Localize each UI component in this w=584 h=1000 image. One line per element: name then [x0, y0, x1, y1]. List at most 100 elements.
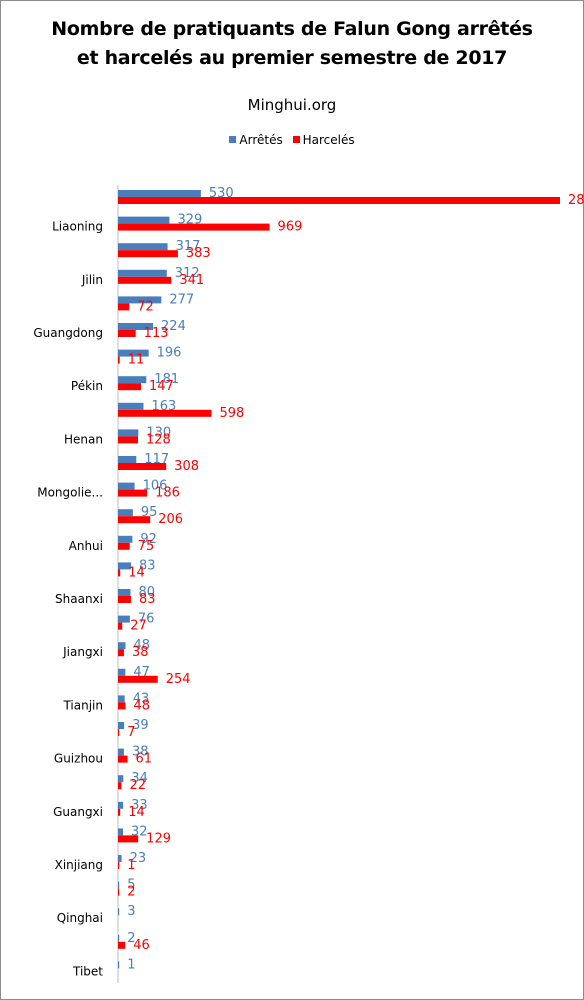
data-label-harceles: 83	[139, 592, 156, 607]
bar-harceles	[118, 489, 148, 497]
bar-harceles	[118, 622, 123, 630]
data-label-arretes: 224	[161, 319, 186, 334]
bar-harceles	[118, 596, 131, 603]
data-label-harceles: 186	[155, 486, 180, 501]
data-label-arretes: 38	[132, 745, 149, 760]
data-label-arretes: 277	[169, 292, 194, 307]
bar-harceles	[118, 542, 130, 550]
category-label: Guizhou	[54, 752, 103, 766]
data-label-harceles: 308	[174, 459, 199, 474]
legend-label-arretes: Arrêtés	[239, 132, 283, 147]
data-label-harceles: 147	[149, 379, 174, 394]
data-label-harceles: 61	[136, 752, 153, 767]
bar-arretes	[118, 482, 135, 490]
bar-arretes	[118, 562, 131, 570]
bar-harceles	[118, 516, 151, 524]
bar-arretes	[118, 722, 125, 729]
bar-arretes	[118, 881, 120, 889]
bar-harceles	[118, 330, 136, 337]
data-label-arretes: 92	[140, 532, 157, 547]
category-label: Tibet	[72, 964, 103, 978]
legend-item-harceles: Harcelés	[292, 133, 355, 147]
data-label-arretes: 76	[138, 612, 155, 627]
data-label-harceles: 206	[158, 512, 183, 527]
data-label-arretes: 39	[132, 718, 149, 733]
data-label-harceles: 38	[132, 645, 149, 660]
bar-harceles	[118, 782, 122, 790]
chart-subtitle: Minghui.org	[247, 96, 337, 114]
data-label-harceles: 2	[127, 885, 135, 900]
data-label-arretes: 181	[154, 372, 179, 387]
category-label: Jiangxi	[62, 645, 103, 659]
data-label-harceles: 383	[186, 246, 211, 261]
data-label-arretes: 43	[133, 691, 150, 706]
data-label-harceles: 75	[138, 539, 155, 554]
category-label: Mongolie...	[37, 486, 103, 500]
bar-arretes	[118, 908, 120, 916]
bar-arretes	[118, 828, 124, 836]
data-label-harceles: 1	[127, 858, 135, 873]
bar-harceles	[118, 383, 141, 391]
bar-arretes	[118, 695, 125, 703]
data-label-arretes: 106	[143, 479, 168, 494]
legend-swatch-arretes	[229, 136, 237, 143]
bar-arretes	[118, 535, 133, 543]
data-label-harceles: 129	[146, 831, 171, 846]
data-label-harceles: 254	[166, 672, 191, 687]
category-label: Xinjiang	[55, 858, 103, 872]
bar-harceles	[118, 649, 124, 657]
bar-arretes	[118, 190, 201, 197]
bar-harceles	[118, 835, 139, 843]
bar-harceles	[118, 808, 121, 816]
data-label-harceles: 341	[179, 273, 204, 288]
data-label-arretes: 23	[130, 851, 147, 866]
bar-arretes	[118, 589, 131, 596]
bar-arretes	[118, 323, 154, 330]
bar-arretes	[118, 349, 149, 357]
data-label-harceles: 14	[128, 805, 145, 820]
data-label-arretes: 2	[127, 931, 135, 946]
category-label: Guangdong	[33, 326, 103, 340]
bar-arretes	[118, 456, 137, 463]
data-label-harceles: 598	[220, 406, 245, 421]
bar-harceles	[118, 436, 139, 444]
bar-harceles	[118, 702, 126, 710]
data-label-harceles: 14	[128, 565, 145, 580]
bar-arretes	[118, 509, 133, 517]
bar-arretes	[118, 376, 147, 384]
data-label-harceles: 11	[128, 353, 145, 368]
bar-arretes	[118, 961, 120, 969]
bar-arretes	[118, 296, 162, 304]
data-label-arretes: 83	[139, 558, 156, 573]
data-label-arretes: 312	[175, 266, 200, 281]
data-label-harceles: 969	[278, 220, 303, 235]
bar-harceles	[118, 569, 121, 577]
data-label-harceles: 7	[127, 725, 135, 740]
data-label-harceles: 113	[144, 326, 169, 341]
data-label-arretes: 80	[139, 585, 156, 600]
bar-harceles	[118, 862, 120, 869]
legend-item-arretes: Arrêtés	[229, 132, 283, 147]
category-label: Pékin	[71, 379, 103, 393]
bar-arretes	[118, 216, 170, 224]
category-label: Shaanxi	[55, 592, 103, 606]
category-label: Tianjin	[62, 698, 103, 712]
data-label-arretes: 5	[127, 878, 135, 893]
chart-title-line-2: et harcelés au premier semestre de 2017	[76, 47, 508, 69]
bar-arretes	[118, 429, 139, 437]
category-label: Henan	[64, 432, 103, 446]
data-label-harceles: 72	[137, 299, 154, 314]
data-label-arretes: 3	[127, 904, 135, 919]
data-label-harceles: 46	[133, 938, 150, 953]
data-label-harceles: 22	[129, 778, 146, 793]
bar-arretes	[118, 615, 130, 623]
data-label-arretes: 33	[131, 798, 148, 813]
bar-arretes	[118, 855, 122, 862]
bar-arretes	[118, 748, 124, 756]
data-label-arretes: 48	[134, 638, 151, 653]
category-label: Anhui	[69, 539, 103, 553]
category-label: Guangxi	[53, 805, 103, 819]
bar-harceles	[118, 250, 178, 258]
category-label: Liaoning	[52, 220, 103, 234]
